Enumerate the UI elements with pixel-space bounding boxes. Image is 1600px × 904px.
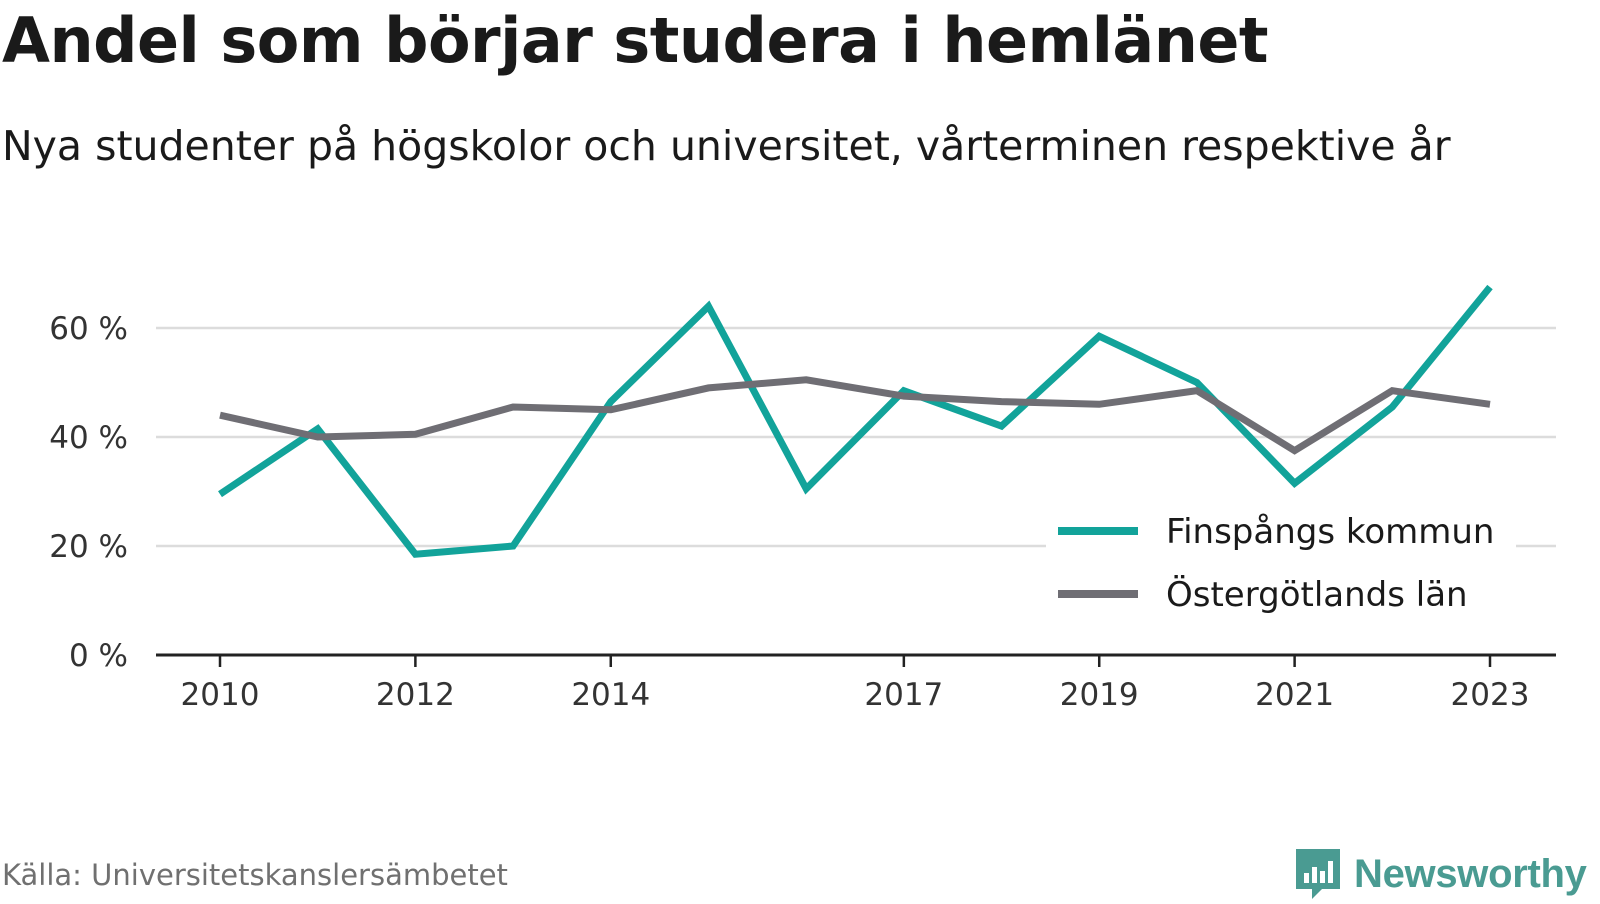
chart-title: Andel som börjar studera i hemlänet xyxy=(2,4,1269,77)
y-tick-label-0: 0 % xyxy=(69,638,128,674)
legend-label-östergötlands-län: Östergötlands län xyxy=(1166,574,1468,615)
x-tick-label-2017: 2017 xyxy=(864,677,943,713)
series-line-östergötlands-län xyxy=(219,376,1491,455)
chart-subtitle: Nya studenter på högskolor och universit… xyxy=(2,122,1451,170)
legend-label-finspångs-kommun: Finspångs kommun xyxy=(1166,512,1494,552)
x-tick-label-2023: 2023 xyxy=(1451,677,1530,713)
brand-logo: Newsworthy xyxy=(1292,844,1587,904)
x-tick-label-2010: 2010 xyxy=(181,677,260,713)
legend-background xyxy=(1046,498,1516,620)
x-tick-label-2019: 2019 xyxy=(1060,677,1139,713)
y-axis-tick-labels: 0 % 20 % 40 % 60 % xyxy=(49,311,128,674)
x-tick-label-2021: 2021 xyxy=(1255,677,1334,713)
x-tick-label-2012: 2012 xyxy=(376,677,455,713)
y-tick-label-40: 40 % xyxy=(49,420,128,456)
series-line-finspångs-kommun xyxy=(218,284,1493,558)
newsworthy-logo-icon xyxy=(1296,849,1340,899)
legend: Finspångs kommun Östergötlands län xyxy=(1046,498,1516,620)
x-tick-label-2014: 2014 xyxy=(571,677,650,713)
x-axis-ticks: 2010 2012 2014 2017 2019 2021 2023 xyxy=(181,655,1530,713)
y-tick-label-60: 60 % xyxy=(49,311,128,347)
source-note: Källa: Universitetskanslersämbetet xyxy=(2,858,508,892)
y-tick-label-20: 20 % xyxy=(49,529,128,565)
series-lines xyxy=(218,284,1493,558)
brand-name: Newsworthy xyxy=(1354,851,1587,896)
